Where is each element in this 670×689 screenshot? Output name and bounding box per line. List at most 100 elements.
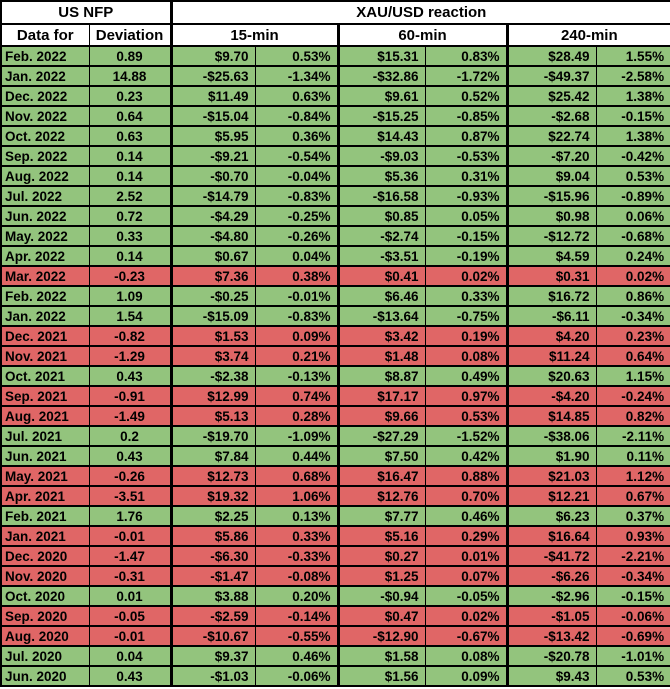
cell-240min-pct: 0.06% (595, 205, 670, 227)
cell-deviation: 0.43 (88, 665, 172, 687)
cell-15min-usd: $12.73 (169, 465, 256, 487)
cell-60min-usd: $15.31 (336, 45, 426, 67)
cell-240min-pct: -2.11% (595, 425, 670, 447)
cell-month: Jan. 2021 (0, 525, 90, 547)
cell-15min-usd: -$9.21 (169, 145, 256, 167)
cell-15min-usd: $9.70 (169, 45, 256, 67)
cell-240min-usd: -$20.78 (505, 645, 597, 667)
cell-15min-usd: -$15.09 (169, 305, 256, 327)
cell-240min-pct: 0.64% (595, 345, 670, 367)
cell-15min-pct: 0.36% (254, 125, 339, 147)
cell-deviation: -0.91 (88, 385, 172, 407)
cell-60min-usd: $1.25 (336, 565, 426, 587)
cell-240min-usd: $28.49 (505, 45, 597, 67)
cell-240min-usd: -$6.11 (505, 305, 597, 327)
cell-15min-pct: -0.54% (254, 145, 339, 167)
table-row: Feb. 2021 1.76 $2.25 0.13% $7.77 0.46% $6.23 0.… (0, 505, 670, 527)
cell-240min-usd: -$41.72 (505, 545, 597, 567)
cell-deviation: 1.54 (88, 305, 172, 327)
cell-month: Sep. 2022 (0, 145, 90, 167)
column-header-15min: 15-min (169, 23, 339, 47)
cell-month: Feb. 2021 (0, 505, 90, 527)
cell-month: Jun. 2021 (0, 445, 90, 467)
cell-240min-pct: 0.53% (595, 665, 670, 687)
cell-deviation: 0.43 (88, 365, 172, 387)
cell-60min-pct: 0.46% (424, 505, 508, 527)
cell-15min-pct: -1.34% (254, 65, 339, 87)
cell-60min-pct: 0.53% (424, 405, 508, 427)
cell-240min-usd: -$38.06 (505, 425, 597, 447)
cell-15min-pct: -0.08% (254, 565, 339, 587)
cell-deviation: 0.14 (88, 245, 172, 267)
cell-60min-usd: -$3.51 (336, 245, 426, 267)
cell-60min-pct: 0.31% (424, 165, 508, 187)
cell-deviation: 0.01 (88, 585, 172, 607)
cell-15min-usd: -$6.30 (169, 545, 256, 567)
cell-60min-pct: 0.29% (424, 525, 508, 547)
table-row: Dec. 2020 -1.47 -$6.30 -0.33% $0.27 0.01% -$41… (0, 545, 670, 567)
cell-60min-usd: $1.58 (336, 645, 426, 667)
cell-240min-pct: -0.68% (595, 225, 670, 247)
table-row: Oct. 2020 0.01 $3.88 0.20% -$0.94 -0.05% -$2.9… (0, 585, 670, 607)
cell-15min-pct: -0.01% (254, 285, 339, 307)
table-row: Nov. 2020 -0.31 -$1.47 -0.08% $1.25 0.07% -$6.… (0, 565, 670, 587)
cell-15min-usd: $9.37 (169, 645, 256, 667)
cell-15min-usd: -$10.67 (169, 625, 256, 647)
cell-60min-pct: 0.19% (424, 325, 508, 347)
cell-240min-usd: $4.20 (505, 325, 597, 347)
table-row: Oct. 2022 0.63 $5.95 0.36% $14.43 0.87% $22.74… (0, 125, 670, 147)
table-row: Dec. 2022 0.23 $11.49 0.63% $9.61 0.52% $25.42… (0, 85, 670, 107)
cell-deviation: -1.29 (88, 345, 172, 367)
cell-month: Oct. 2021 (0, 365, 90, 387)
cell-15min-pct: -0.33% (254, 545, 339, 567)
cell-15min-usd: -$15.04 (169, 105, 256, 127)
header-columns-row: Data for Deviation 15-min 60-min 240-min (0, 23, 670, 47)
cell-60min-pct: 0.83% (424, 45, 508, 67)
cell-15min-pct: 0.04% (254, 245, 339, 267)
table-row: Mar. 2022 -0.23 $7.36 0.38% $0.41 0.02% $0.31 0… (0, 265, 670, 287)
cell-60min-pct: -0.67% (424, 625, 508, 647)
table-header: US NFP XAU/USD reaction Data for Deviati… (0, 0, 670, 47)
cell-240min-pct: 0.23% (595, 325, 670, 347)
cell-15min-pct: -0.84% (254, 105, 339, 127)
cell-240min-pct: -1.01% (595, 645, 670, 667)
cell-60min-pct: -1.52% (424, 425, 508, 447)
cell-240min-usd: $11.24 (505, 345, 597, 367)
cell-15min-pct: 0.44% (254, 445, 339, 467)
cell-month: Oct. 2020 (0, 585, 90, 607)
cell-15min-pct: -0.83% (254, 185, 339, 207)
cell-240min-usd: $14.85 (505, 405, 597, 427)
cell-60min-usd: -$16.58 (336, 185, 426, 207)
table-row: Jun. 2020 0.43 -$1.03 -0.06% $1.56 0.09% $9.43… (0, 665, 670, 687)
cell-15min-usd: $1.53 (169, 325, 256, 347)
cell-240min-pct: -0.06% (595, 605, 670, 627)
cell-month: Dec. 2021 (0, 325, 90, 347)
table-row: Nov. 2022 0.64 -$15.04 -0.84% -$15.25 -0.85% -… (0, 105, 670, 127)
cell-15min-pct: -0.13% (254, 365, 339, 387)
cell-deviation: -0.23 (88, 265, 172, 287)
cell-15min-pct: 0.38% (254, 265, 339, 287)
cell-60min-usd: -$12.90 (336, 625, 426, 647)
cell-240min-pct: -0.15% (595, 585, 670, 607)
cell-60min-pct: -0.85% (424, 105, 508, 127)
cell-15min-usd: -$1.47 (169, 565, 256, 587)
cell-240min-usd: $9.04 (505, 165, 597, 187)
cell-60min-usd: $0.85 (336, 205, 426, 227)
cell-60min-usd: $12.76 (336, 485, 426, 507)
cell-15min-usd: $2.25 (169, 505, 256, 527)
cell-month: Nov. 2020 (0, 565, 90, 587)
cell-15min-pct: 0.13% (254, 505, 339, 527)
cell-60min-usd: $1.56 (336, 665, 426, 687)
cell-240min-pct: -0.89% (595, 185, 670, 207)
cell-60min-usd: -$9.03 (336, 145, 426, 167)
cell-month: Sep. 2020 (0, 605, 90, 627)
cell-15min-pct: 1.06% (254, 485, 339, 507)
cell-60min-pct: 0.01% (424, 545, 508, 567)
cell-60min-pct: 0.08% (424, 345, 508, 367)
cell-month: Apr. 2022 (0, 245, 90, 267)
cell-deviation: 0.04 (88, 645, 172, 667)
cell-60min-pct: 0.87% (424, 125, 508, 147)
cell-60min-usd: $5.16 (336, 525, 426, 547)
cell-60min-pct: 0.33% (424, 285, 508, 307)
cell-deviation: 0.2 (88, 425, 172, 447)
